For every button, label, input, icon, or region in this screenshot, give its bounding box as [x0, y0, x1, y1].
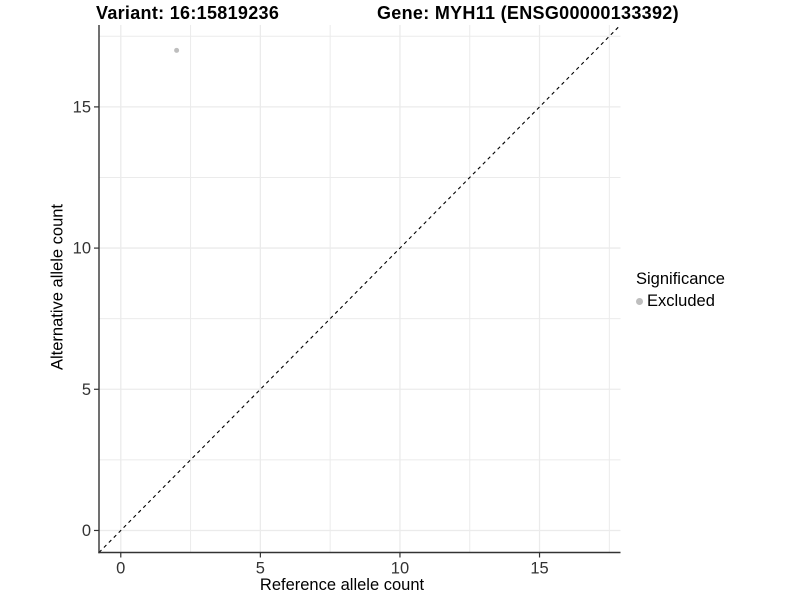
- y-tick-label: 10: [73, 240, 91, 258]
- x-tick-label: 0: [116, 560, 125, 578]
- variant-title: Variant: 16:15819236: [96, 3, 280, 23]
- legend-items: Excluded: [636, 292, 725, 311]
- legend-item-label: Excluded: [647, 292, 715, 310]
- y-tick-label: 0: [82, 522, 91, 540]
- legend-title: Significance: [636, 270, 725, 288]
- x-tick-label: 5: [256, 560, 265, 578]
- legend-item: Excluded: [636, 292, 725, 311]
- y-tick-label: 15: [73, 98, 91, 116]
- data-point: [174, 47, 180, 53]
- identity-line: [98, 24, 621, 553]
- gene-title: Gene: MYH11 (ENSG00000133392): [377, 3, 679, 23]
- legend-point-icon: [636, 298, 643, 305]
- y-axis-title: Alternative allele count: [48, 203, 67, 371]
- x-tick-label: 10: [391, 560, 409, 578]
- x-axis-title: Reference allele count: [259, 576, 425, 594]
- legend: Significance Excluded: [636, 270, 725, 311]
- y-tick-label: 5: [82, 381, 91, 399]
- x-tick-label: 15: [530, 560, 548, 578]
